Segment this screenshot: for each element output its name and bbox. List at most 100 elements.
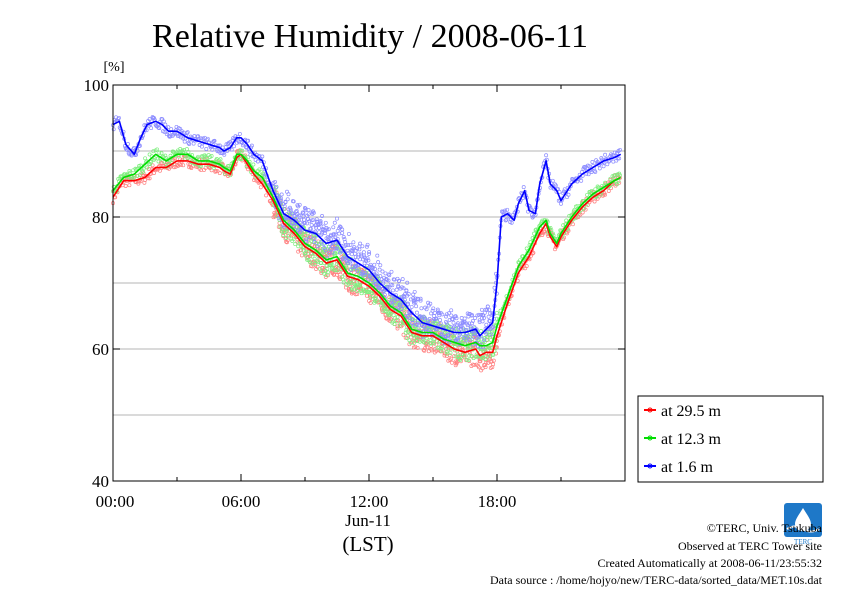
sample-point: [456, 336, 460, 341]
sample-point: [363, 273, 368, 277]
sample-point: [205, 136, 210, 141]
sample-point: [213, 169, 218, 174]
sample-point: [586, 195, 591, 200]
sample-point: [308, 235, 313, 240]
sample-point: [482, 310, 487, 315]
sample-point: [444, 312, 449, 317]
sample-point: [340, 274, 345, 279]
sample-point: [460, 320, 465, 325]
sample-point: [292, 213, 297, 218]
sample-point: [343, 240, 348, 245]
sample-point: [291, 224, 296, 229]
sample-point: [440, 312, 445, 317]
sample-point: [163, 153, 168, 158]
sample-point: [124, 147, 129, 152]
sample-point: [146, 176, 151, 181]
sample-point: [199, 136, 204, 141]
sample-point: [365, 242, 370, 247]
sample-point: [349, 286, 354, 291]
sample-point: [482, 363, 487, 368]
sample-point: [582, 165, 587, 170]
sample-point: [129, 153, 134, 158]
sample-point: [447, 311, 451, 316]
sample-point: [414, 335, 419, 340]
series-lines: [112, 120, 622, 357]
sample-point: [304, 237, 309, 242]
sample-point: [367, 273, 372, 278]
sample-point: [386, 278, 391, 283]
sample-point: [449, 308, 454, 313]
sample-point: [196, 154, 201, 159]
sample-point: [348, 242, 353, 247]
sample-point: [368, 274, 373, 279]
sample-point: [387, 295, 392, 300]
sample-point: [575, 179, 580, 184]
sample-point: [476, 365, 481, 370]
sample-point: [374, 282, 379, 286]
sample-point: [284, 236, 289, 240]
sample-point: [356, 269, 361, 273]
sample-point: [451, 320, 456, 325]
sample-point: [452, 324, 457, 329]
sample-point: [440, 345, 445, 350]
sample-point: [382, 292, 387, 297]
sample-point: [302, 206, 307, 210]
sample-point: [449, 356, 454, 361]
sample-point: [466, 334, 471, 339]
sample-point: [438, 321, 443, 326]
sample-point: [238, 148, 243, 153]
sample-point: [149, 126, 154, 131]
series-line-at-12-3-m: [112, 153, 622, 347]
sample-point: [614, 180, 619, 185]
sample-point: [157, 126, 162, 131]
sample-point: [472, 362, 477, 367]
sample-point: [483, 307, 488, 312]
sample-point: [312, 236, 317, 241]
sample-point: [301, 211, 306, 216]
sample-point: [417, 339, 422, 344]
sample-point: [220, 164, 225, 169]
sample-point: [487, 346, 492, 350]
sample-point: [184, 131, 189, 136]
sample-point: [169, 127, 174, 132]
sample-point: [413, 344, 418, 349]
terc-logo-icon: TERC: [784, 503, 822, 546]
sample-point: [332, 220, 337, 225]
sample-point: [395, 324, 400, 329]
sample-point: [446, 333, 451, 338]
sample-point: [293, 242, 298, 247]
y-tick-label-60: 60: [92, 340, 109, 359]
sample-point: [524, 264, 529, 269]
sample-point: [336, 240, 341, 245]
sample-point: [167, 134, 171, 138]
sample-point: [368, 300, 373, 305]
sample-point: [285, 197, 290, 202]
sample-point: [181, 149, 186, 154]
sample-point: [479, 329, 484, 333]
sample-point: [561, 223, 566, 228]
sample-point: [394, 318, 399, 323]
sample-point: [491, 325, 496, 330]
sample-point: [435, 307, 440, 312]
sample-point: [296, 222, 301, 227]
scatter-at-12-3-m: [111, 147, 622, 363]
sample-point: [143, 156, 148, 161]
sample-point: [283, 199, 288, 204]
sample-point: [297, 202, 302, 207]
sample-point: [341, 280, 346, 285]
sample-point: [431, 339, 436, 344]
sample-point: [329, 244, 334, 249]
sample-point: [321, 224, 326, 229]
sample-point: [412, 336, 417, 341]
sample-point: [491, 353, 496, 357]
sample-point: [405, 280, 410, 285]
sample-point: [558, 228, 563, 233]
sample-point: [418, 298, 423, 303]
sample-point: [232, 144, 236, 149]
sample-point: [484, 322, 489, 327]
sample-point: [446, 347, 451, 352]
sample-point: [413, 300, 418, 305]
sample-point: [415, 345, 420, 350]
sample-point: [383, 307, 388, 312]
sample-point: [422, 348, 427, 353]
